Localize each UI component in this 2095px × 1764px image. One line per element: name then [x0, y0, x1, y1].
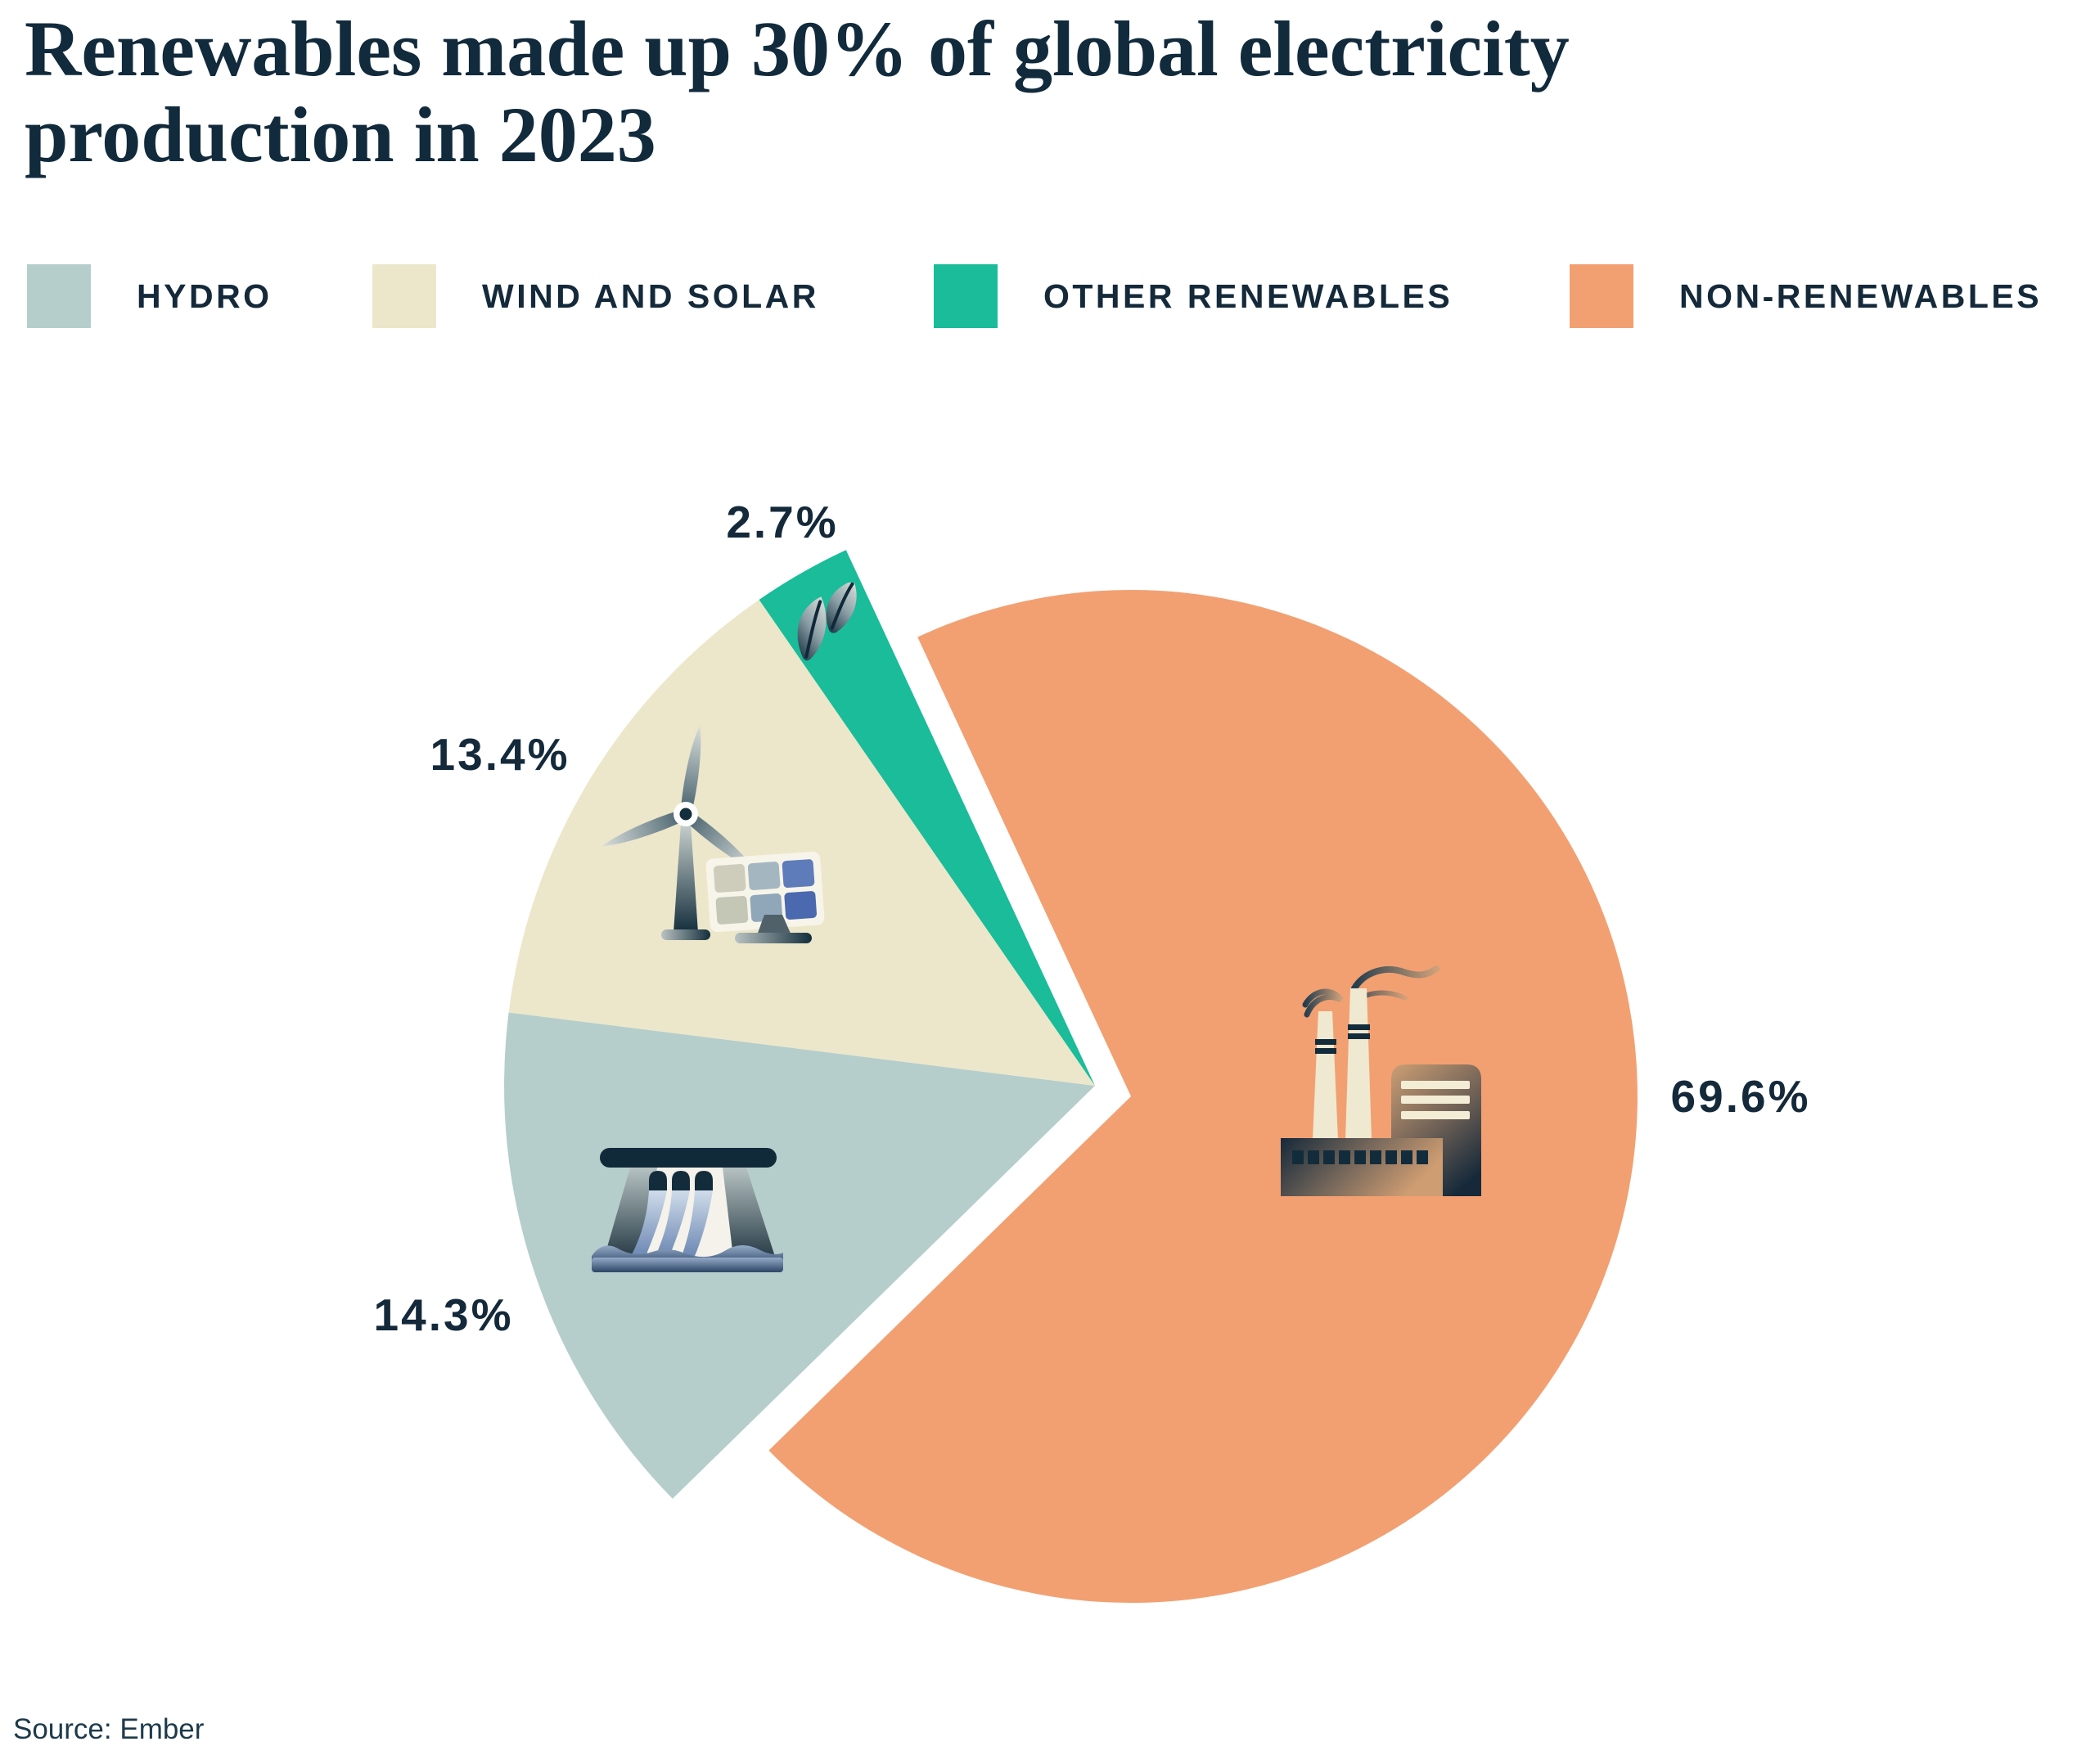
pie-slice-wind-and-solar — [508, 600, 1095, 1086]
hydro-swatch-icon — [27, 264, 91, 328]
page-title-line-2: production in 2023 — [25, 90, 656, 178]
legend-label-wind-and-solar: WIND AND SOLAR — [482, 277, 819, 315]
legend-label-hydro: HYDRO — [137, 277, 273, 315]
page-title-line-1: Renewables made up 30% of global electri… — [25, 5, 1570, 92]
pie-slice-other-renewables — [759, 550, 1095, 1086]
page-title: Renewables made up 30% of global electri… — [25, 5, 1570, 178]
pie-slice-hydro — [504, 1012, 1095, 1499]
legend-item-hydro: HYDRO — [27, 264, 273, 328]
slice-value-label-wind-and-solar: 13.4% — [430, 729, 570, 780]
slice-value-label-hydro: 14.3% — [373, 1289, 514, 1340]
legend-label-non-renewables: NON-RENEWABLES — [1679, 277, 2043, 315]
wind-and-solar-swatch-icon — [372, 264, 436, 328]
other-renewables-swatch-icon — [934, 264, 998, 328]
slice-value-label-non-renewables: 69.6% — [1670, 1071, 1811, 1122]
legend-item-other-renewables: OTHER RENEWABLES — [934, 264, 1453, 328]
legend-label-other-renewables: OTHER RENEWABLES — [1043, 277, 1453, 315]
non-renewables-swatch-icon — [1570, 264, 1633, 328]
pie-slice-non-renewables — [768, 590, 1638, 1604]
source-credit: Source: Ember — [13, 1713, 205, 1745]
legend-item-non-renewables: NON-RENEWABLES — [1570, 264, 2042, 328]
slice-value-label-other-renewables: 2.7% — [726, 497, 839, 547]
legend-item-wind-and-solar: WIND AND SOLAR — [372, 264, 819, 328]
